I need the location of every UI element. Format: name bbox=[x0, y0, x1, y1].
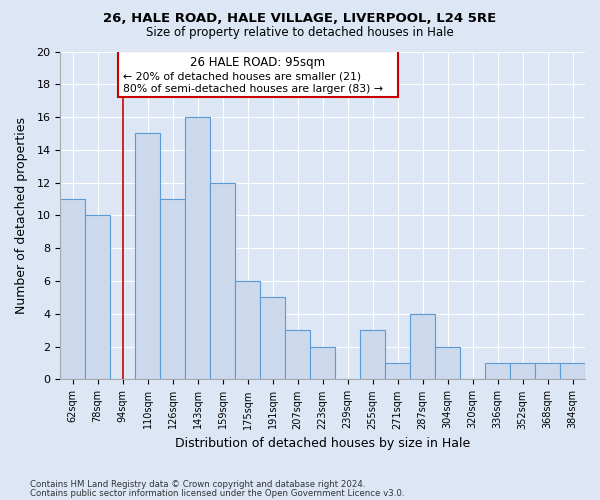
Bar bbox=[535, 363, 560, 380]
Text: 80% of semi-detached houses are larger (83) →: 80% of semi-detached houses are larger (… bbox=[122, 84, 383, 94]
Text: Contains public sector information licensed under the Open Government Licence v3: Contains public sector information licen… bbox=[30, 490, 404, 498]
Bar bbox=[510, 363, 535, 380]
Bar bbox=[235, 281, 260, 380]
Text: Size of property relative to detached houses in Hale: Size of property relative to detached ho… bbox=[146, 26, 454, 39]
Bar bbox=[285, 330, 310, 380]
Bar bbox=[60, 199, 85, 380]
Bar bbox=[118, 52, 398, 98]
Bar bbox=[435, 346, 460, 380]
Text: 26, HALE ROAD, HALE VILLAGE, LIVERPOOL, L24 5RE: 26, HALE ROAD, HALE VILLAGE, LIVERPOOL, … bbox=[103, 12, 497, 26]
Bar bbox=[560, 363, 585, 380]
Bar bbox=[410, 314, 435, 380]
Bar bbox=[185, 117, 210, 380]
Bar bbox=[385, 363, 410, 380]
Bar bbox=[310, 346, 335, 380]
Bar bbox=[260, 298, 285, 380]
Bar bbox=[85, 216, 110, 380]
Y-axis label: Number of detached properties: Number of detached properties bbox=[15, 117, 28, 314]
Text: Contains HM Land Registry data © Crown copyright and database right 2024.: Contains HM Land Registry data © Crown c… bbox=[30, 480, 365, 489]
X-axis label: Distribution of detached houses by size in Hale: Distribution of detached houses by size … bbox=[175, 437, 470, 450]
Bar bbox=[135, 134, 160, 380]
Text: ← 20% of detached houses are smaller (21): ← 20% of detached houses are smaller (21… bbox=[122, 71, 361, 81]
Text: 26 HALE ROAD: 95sqm: 26 HALE ROAD: 95sqm bbox=[190, 56, 325, 70]
Bar bbox=[360, 330, 385, 380]
Bar bbox=[160, 199, 185, 380]
Bar bbox=[485, 363, 510, 380]
Bar bbox=[210, 182, 235, 380]
